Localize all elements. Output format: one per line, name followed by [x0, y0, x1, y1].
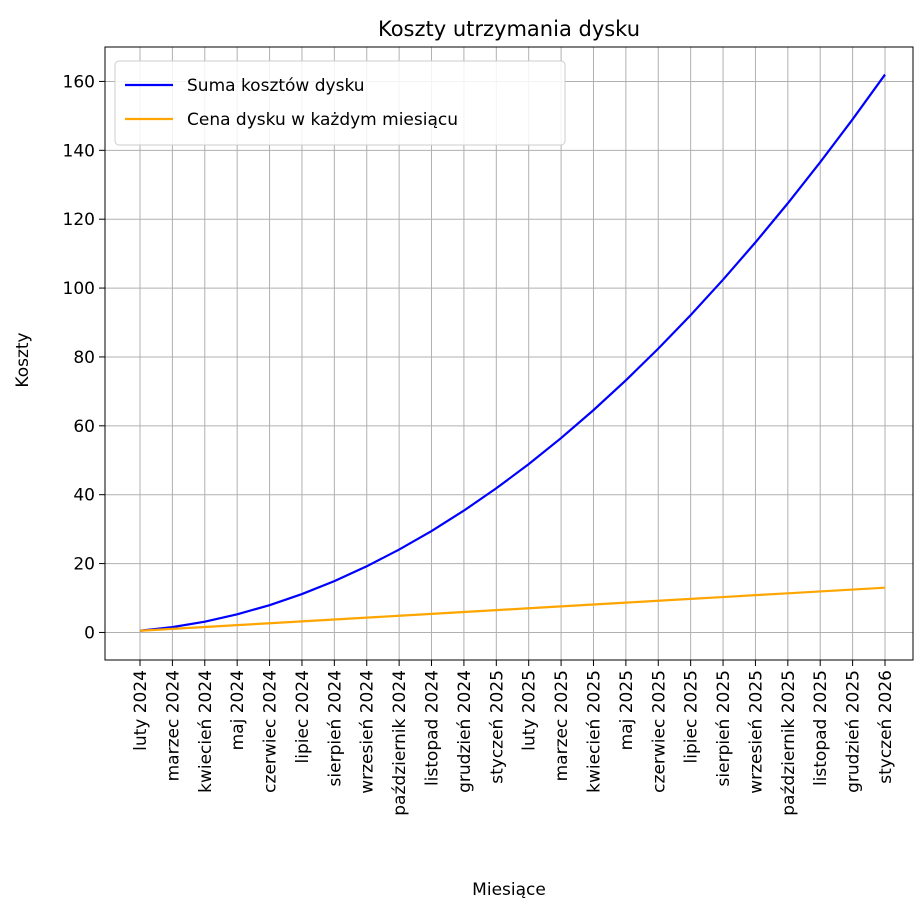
x-tick-label: styczeń 2026: [876, 670, 896, 784]
x-tick-label: czerwiec 2024: [261, 670, 281, 793]
y-tick-label: 0: [84, 623, 95, 643]
x-tick-label: lipiec 2025: [682, 670, 702, 763]
x-tick-label: wrzesień 2024: [358, 670, 378, 794]
chart-title: Koszty utrzymania dysku: [378, 17, 640, 41]
legend-label: Suma kosztów dysku: [187, 76, 365, 96]
x-tick-label: listopad 2024: [423, 670, 443, 786]
x-axis-label: Miesiące: [472, 880, 546, 900]
plot-frame: [104, 46, 914, 661]
legend-box: [114, 60, 566, 146]
y-tick-label: 100: [63, 279, 95, 299]
x-tick-label: czerwiec 2025: [649, 670, 669, 793]
line-series: [139, 586, 886, 632]
x-tick-label: marzec 2024: [163, 670, 183, 781]
x-tick-label: sierpień 2025: [714, 670, 734, 786]
y-axis-label: Koszty: [13, 332, 33, 387]
x-tick-label: luty 2024: [131, 670, 151, 751]
y-tick-label: 40: [73, 486, 95, 506]
x-tick-label: sierpień 2024: [325, 670, 345, 786]
y-tick-label: 20: [73, 555, 95, 575]
x-tick-label: październik 2024: [390, 670, 410, 816]
x-tick-label: maj 2024: [228, 670, 248, 750]
x-tick-label: luty 2025: [520, 670, 540, 751]
x-tick-label: wrzesień 2025: [746, 670, 766, 794]
y-tick-label: 60: [73, 417, 95, 437]
x-tick-label: styczeń 2025: [487, 670, 507, 784]
x-tick-label: maj 2025: [617, 670, 637, 750]
x-tick-label: lipiec 2024: [293, 670, 313, 763]
x-tick-label: marzec 2025: [552, 670, 572, 781]
x-tick-label: kwiecień 2024: [196, 670, 216, 793]
y-tick-label: 160: [63, 72, 95, 92]
x-tick-label: grudzień 2024: [455, 670, 475, 793]
y-tick-label: 80: [73, 348, 95, 368]
legend-label: Cena dysku w każdym miesiącu: [187, 110, 458, 130]
x-tick-label: grudzień 2025: [844, 670, 864, 793]
x-tick-label: październik 2025: [779, 670, 799, 816]
line-series: [139, 73, 886, 632]
x-tick-label: listopad 2025: [811, 670, 831, 786]
y-tick-label: 140: [63, 141, 95, 161]
y-tick-label: 120: [63, 210, 95, 230]
x-tick-label: kwiecień 2025: [584, 670, 604, 793]
